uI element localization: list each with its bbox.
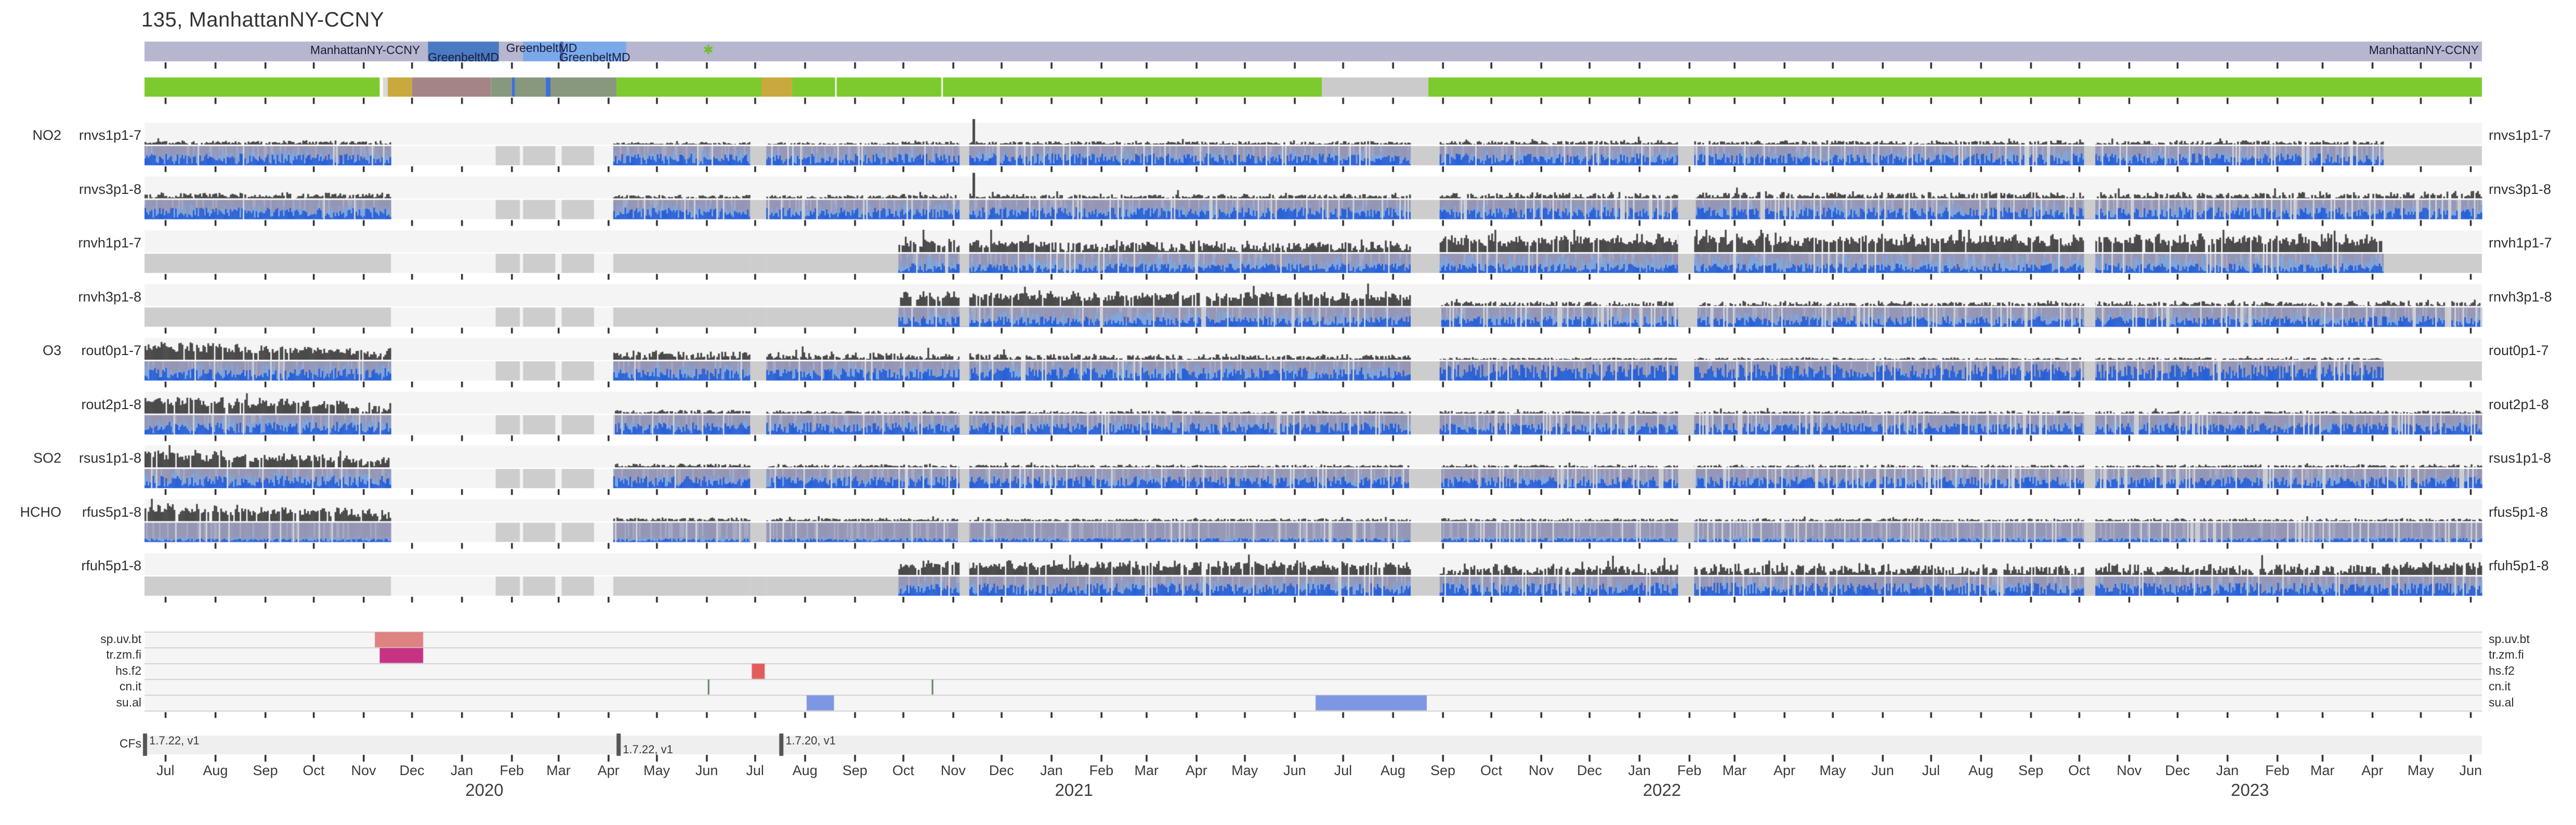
- maintenance-row-label-right: sp.uv.bt: [2489, 632, 2530, 646]
- month-tick-label: Feb: [500, 763, 524, 778]
- row-species-label: O3: [42, 343, 61, 358]
- location-segment-label: GreenbeltMD: [559, 50, 630, 64]
- row-label-right: rsus1p1-8: [2489, 450, 2552, 466]
- row-species-label: HCHO: [20, 504, 62, 520]
- month-tick-label: Feb: [2265, 763, 2290, 778]
- location-segment-label: GreenbeltMD: [428, 50, 500, 64]
- month-tick-label: Apr: [597, 763, 620, 778]
- month-tick-label: Dec: [2165, 763, 2190, 778]
- month-tick-label: Apr: [2361, 763, 2384, 778]
- row-label-right: rnvh3p1-8: [2489, 289, 2552, 305]
- maintenance-row-label-right: hs.f2: [2489, 663, 2515, 677]
- maintenance-row-label-left: tr.zm.fi: [106, 648, 141, 662]
- row-label-right: rnvs1p1-7: [2489, 127, 2552, 143]
- row-label-left: rnvs3p1-8: [78, 181, 141, 197]
- month-tick-label: Dec: [399, 763, 425, 778]
- row-species-label: NO2: [32, 127, 61, 143]
- month-tick-label: Aug: [203, 763, 228, 778]
- cfs-version-label: 1.7.22, v1: [149, 734, 200, 747]
- month-tick-label: Jul: [746, 763, 764, 778]
- row-label-right: rnvh1p1-7: [2489, 235, 2552, 251]
- year-label: 2022: [1642, 780, 1681, 800]
- month-tick-label: Feb: [1089, 763, 1114, 778]
- row-label-left: rnvs1p1-7: [78, 127, 141, 143]
- month-tick-label: May: [1231, 763, 1258, 778]
- location-bar-right-label: ManhattanNY-CCNY: [2369, 43, 2479, 57]
- month-tick-label: Apr: [1773, 763, 1796, 778]
- month-tick-label: Jan: [1040, 763, 1063, 778]
- month-tick-label: Mar: [2310, 763, 2335, 778]
- month-tick-label: Oct: [303, 763, 325, 778]
- row-label-right: rfus5p1-8: [2489, 504, 2548, 520]
- month-tick-label: Jul: [156, 763, 175, 778]
- month-tick-label: Jul: [1922, 763, 1940, 778]
- month-tick-label: Jan: [2216, 763, 2239, 778]
- year-label: 2021: [1055, 780, 1093, 800]
- month-tick-label: Jun: [2459, 763, 2482, 778]
- month-tick-label: Sep: [2018, 763, 2044, 778]
- month-tick-label: Mar: [546, 763, 571, 778]
- month-tick-label: May: [643, 763, 671, 778]
- maintenance-row-label-left: su.al: [116, 695, 141, 709]
- row-species-label: SO2: [33, 450, 61, 466]
- month-tick-label: Nov: [940, 763, 966, 778]
- month-tick-label: Mar: [1722, 763, 1747, 778]
- cfs-version-label: 1.7.20, v1: [785, 734, 836, 747]
- cfs-version-label: 1.7.22, v1: [623, 743, 673, 756]
- page-title: 135, ManhattanNY-CCNY: [141, 8, 385, 31]
- maintenance-row-label-left: hs.f2: [115, 663, 141, 677]
- maintenance-row-label-right: tr.zm.fi: [2489, 648, 2524, 662]
- month-tick-label: Aug: [1968, 763, 1994, 778]
- year-label: 2020: [465, 780, 504, 800]
- month-tick-label: Jun: [1283, 763, 1306, 778]
- row-label-left: rout0p1-7: [81, 343, 141, 358]
- maintenance-row-label-right: su.al: [2489, 695, 2514, 709]
- month-tick-label: Aug: [1380, 763, 1405, 778]
- month-tick-label: Mar: [1134, 763, 1159, 778]
- row-label-right: rfuh5p1-8: [2489, 558, 2549, 573]
- month-tick-label: Jan: [1628, 763, 1651, 778]
- month-tick-label: Nov: [1529, 763, 1554, 778]
- cfs-label: CFs: [119, 737, 141, 750]
- row-label-left: rsus1p1-8: [78, 450, 141, 466]
- month-tick-label: Oct: [1480, 763, 1502, 778]
- row-label-left: rfuh5p1-8: [81, 558, 141, 573]
- maintenance-row-label-left: cn.it: [119, 679, 141, 693]
- month-tick-label: Jul: [1334, 763, 1352, 778]
- month-tick-label: Apr: [1185, 763, 1207, 778]
- month-tick-label: Jun: [1871, 763, 1894, 778]
- month-tick-label: Oct: [2068, 763, 2091, 778]
- month-tick-label: Sep: [253, 763, 278, 778]
- month-tick-label: Sep: [842, 763, 868, 778]
- year-label: 2023: [2230, 780, 2269, 800]
- maintenance-row-label-right: cn.it: [2489, 679, 2511, 693]
- month-tick-label: Nov: [2117, 763, 2142, 778]
- row-label-left: rnvh3p1-8: [78, 289, 141, 305]
- row-label-right: rout2p1-8: [2489, 396, 2549, 412]
- month-tick-label: Aug: [792, 763, 818, 778]
- green-marker-icon: ✱: [703, 43, 714, 57]
- maintenance-row-label-left: sp.uv.bt: [100, 632, 141, 646]
- month-tick-label: Nov: [351, 763, 376, 778]
- row-label-left: rout2p1-8: [81, 396, 141, 412]
- location-bar-label: ManhattanNY-CCNY: [310, 43, 420, 57]
- month-tick-label: Sep: [1430, 763, 1456, 778]
- month-tick-label: Oct: [892, 763, 914, 778]
- month-tick-label: Feb: [1677, 763, 1702, 778]
- month-tick-label: May: [1819, 763, 1846, 778]
- row-label-right: rnvs3p1-8: [2489, 181, 2552, 197]
- month-tick-label: Jan: [450, 763, 474, 778]
- row-label-left: rfus5p1-8: [82, 504, 141, 520]
- month-tick-label: Jun: [695, 763, 718, 778]
- month-tick-label: May: [2407, 763, 2434, 778]
- month-tick-label: Dec: [1577, 763, 1602, 778]
- location-segment-label: GreenbeltMD: [506, 41, 577, 55]
- month-tick-label: Dec: [989, 763, 1014, 778]
- row-label-left: rnvh1p1-7: [78, 235, 141, 251]
- row-label-right: rout0p1-7: [2489, 343, 2549, 358]
